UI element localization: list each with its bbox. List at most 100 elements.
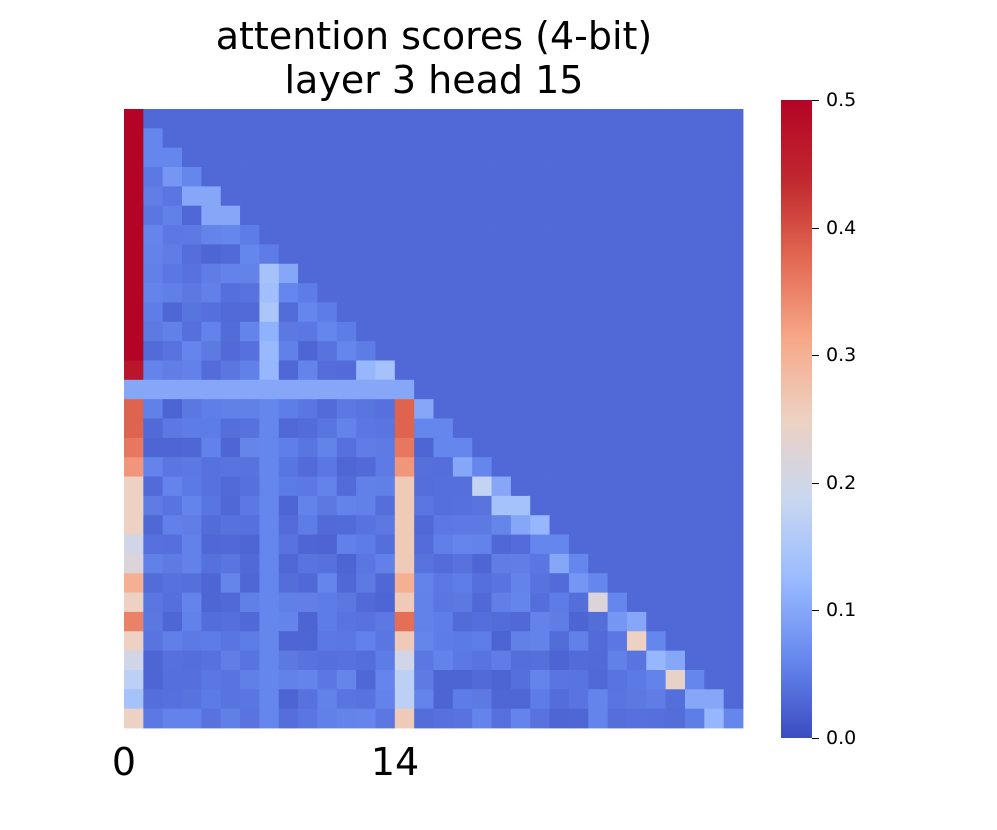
heatmap-cell-22-10 xyxy=(317,534,338,555)
heatmap-cell-2-1 xyxy=(143,147,164,168)
heatmap-cell-10-23 xyxy=(568,302,589,323)
heatmap-cell-18-16 xyxy=(433,457,454,477)
heatmap-cell-9-24 xyxy=(588,283,608,303)
heatmap-cell-11-17 xyxy=(452,321,473,342)
heatmap-cell-3-20 xyxy=(510,167,531,187)
heatmap-cell-27-30 xyxy=(704,631,725,652)
heatmap-cell-25-6 xyxy=(240,592,260,613)
heatmap-cell-30-26 xyxy=(626,689,647,710)
heatmap-cell-7-5 xyxy=(220,244,241,265)
heatmap-cell-27-26 xyxy=(626,631,647,652)
heatmap-cell-9-0 xyxy=(124,283,144,303)
heatmap-cell-2-12 xyxy=(356,147,376,168)
heatmap-cell-16-10 xyxy=(317,418,338,439)
heatmap-cell-5-8 xyxy=(278,205,299,226)
heatmap-cell-0-5 xyxy=(220,109,241,129)
heatmap-cell-21-31 xyxy=(723,515,744,535)
heatmap-cell-2-31 xyxy=(723,147,744,168)
heatmap-cell-21-0 xyxy=(124,515,144,535)
heatmap-cell-29-5 xyxy=(220,669,241,690)
heatmap-cell-26-8 xyxy=(278,611,299,632)
heatmap-cell-11-2 xyxy=(162,321,183,342)
heatmap-cell-28-28 xyxy=(665,650,686,671)
heatmap-cell-29-28 xyxy=(665,669,686,690)
heatmap-cell-2-29 xyxy=(684,147,705,168)
heatmap-cell-20-14 xyxy=(394,495,415,516)
heatmap-cell-0-20 xyxy=(510,109,531,129)
heatmap-cell-17-31 xyxy=(723,437,744,458)
heatmap-cell-21-14 xyxy=(394,515,415,535)
heatmap-cell-19-27 xyxy=(646,476,667,497)
heatmap-cell-18-6 xyxy=(240,457,260,477)
heatmap-cell-30-21 xyxy=(530,689,550,710)
heatmap-cell-26-25 xyxy=(607,611,628,632)
heatmap-cell-10-5 xyxy=(220,302,241,323)
heatmap-cell-12-27 xyxy=(646,341,667,361)
heatmap-cell-4-8 xyxy=(278,186,299,207)
heatmap-cell-24-17 xyxy=(452,573,473,593)
heatmap-cell-22-13 xyxy=(375,534,396,555)
heatmap-cell-9-23 xyxy=(568,283,589,303)
heatmap-cell-15-29 xyxy=(684,399,705,419)
heatmap-cell-6-21 xyxy=(530,225,550,245)
heatmap-cell-8-11 xyxy=(336,263,357,284)
heatmap-cell-3-30 xyxy=(704,167,725,187)
heatmap-cell-25-29 xyxy=(684,592,705,613)
heatmap-cell-3-3 xyxy=(182,167,202,187)
heatmap-cell-17-7 xyxy=(259,437,280,458)
heatmap-cell-21-17 xyxy=(452,515,473,535)
heatmap-cell-5-3 xyxy=(182,205,202,226)
heatmap-cell-25-14 xyxy=(394,592,415,613)
heatmap-cell-24-10 xyxy=(317,573,338,593)
heatmap-cell-3-18 xyxy=(472,167,492,187)
heatmap-cell-13-20 xyxy=(510,360,531,381)
heatmap-cell-29-23 xyxy=(568,669,589,690)
heatmap-cell-5-14 xyxy=(394,205,415,226)
heatmap-cell-16-2 xyxy=(162,418,183,439)
heatmap-cell-25-27 xyxy=(646,592,667,613)
heatmap-cell-10-18 xyxy=(472,302,492,323)
heatmap-cell-7-21 xyxy=(530,244,550,265)
heatmap-cell-28-9 xyxy=(298,650,318,671)
heatmap-cell-17-2 xyxy=(162,437,183,458)
heatmap-cell-25-25 xyxy=(607,592,628,613)
heatmap-cell-10-29 xyxy=(684,302,705,323)
heatmap-cell-28-1 xyxy=(143,650,164,671)
heatmap-cell-25-17 xyxy=(452,592,473,613)
heatmap-cell-14-9 xyxy=(298,379,318,400)
heatmap-cell-18-26 xyxy=(626,457,647,477)
heatmap-cell-12-18 xyxy=(472,341,492,361)
heatmap-cell-13-0 xyxy=(124,360,144,381)
heatmap-cell-17-28 xyxy=(665,437,686,458)
heatmap-cell-29-13 xyxy=(375,669,396,690)
heatmap-cell-10-6 xyxy=(240,302,260,323)
heatmap-cell-30-29 xyxy=(684,689,705,710)
heatmap-cell-26-17 xyxy=(452,611,473,632)
heatmap-cell-27-8 xyxy=(278,631,299,652)
heatmap-cell-8-16 xyxy=(433,263,454,284)
heatmap-cell-23-25 xyxy=(607,553,628,574)
heatmap-cell-3-10 xyxy=(317,167,338,187)
heatmap-cell-19-19 xyxy=(491,476,512,497)
heatmap-cell-3-0 xyxy=(124,167,144,187)
heatmap-cell-30-20 xyxy=(510,689,531,710)
heatmap-cell-15-30 xyxy=(704,399,725,419)
heatmap-cell-6-27 xyxy=(646,225,667,245)
heatmap-cell-30-2 xyxy=(162,689,183,710)
heatmap-cell-11-24 xyxy=(588,321,608,342)
heatmap-cell-20-6 xyxy=(240,495,260,516)
heatmap-cell-12-17 xyxy=(452,341,473,361)
heatmap-cell-6-6 xyxy=(240,225,260,245)
heatmap-cell-1-31 xyxy=(723,128,744,149)
heatmap-cell-10-10 xyxy=(317,302,338,323)
heatmap-cell-6-19 xyxy=(491,225,512,245)
heatmap-cell-30-27 xyxy=(646,689,667,710)
heatmap-cell-18-28 xyxy=(665,457,686,477)
heatmap-cell-15-1 xyxy=(143,399,164,419)
heatmap-cell-4-11 xyxy=(336,186,357,207)
heatmap-cell-6-9 xyxy=(298,225,318,245)
heatmap-cell-26-22 xyxy=(549,611,570,632)
heatmap-cell-23-29 xyxy=(684,553,705,574)
heatmap-cell-19-30 xyxy=(704,476,725,497)
heatmap-cell-14-17 xyxy=(452,379,473,400)
